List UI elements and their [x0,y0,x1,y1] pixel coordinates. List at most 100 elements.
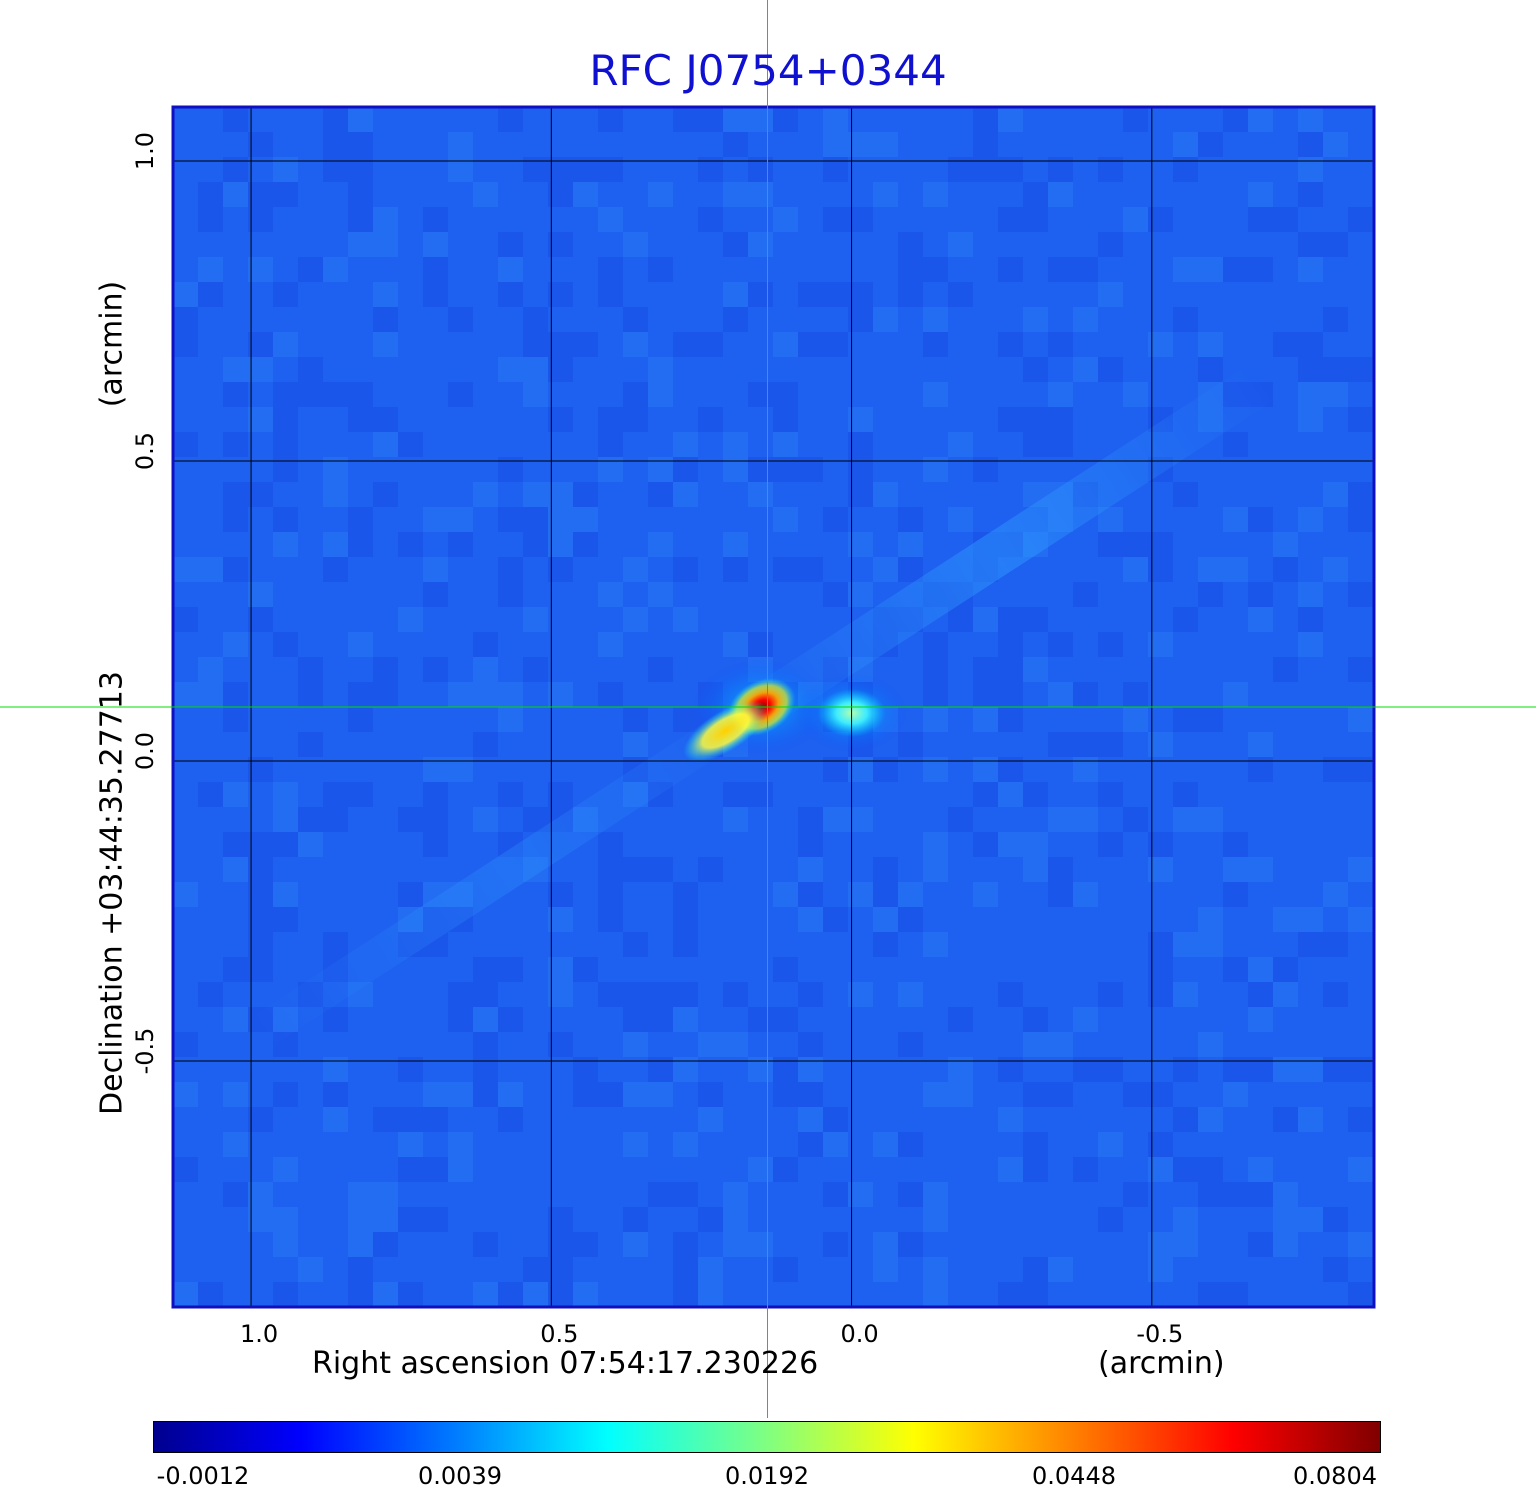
noise-cell [273,407,298,432]
noise-cell [998,107,1023,132]
noise-cell [673,107,698,132]
noise-cell [823,582,848,607]
noise-cell [498,707,523,732]
noise-cell [598,257,623,282]
noise-cell [1348,482,1373,507]
noise-cell [848,307,873,332]
noise-cell [898,232,923,257]
noise-cell [598,432,623,457]
noise-cell [923,932,948,957]
noise-cell [773,957,798,982]
noise-cell [498,957,523,982]
noise-cell [698,332,723,357]
noise-cell [1273,657,1298,682]
noise-cell [173,332,198,357]
noise-cell [873,557,898,582]
noise-cell [273,182,298,207]
noise-cell [1073,1157,1098,1182]
noise-cell [298,257,323,282]
noise-cell [1098,232,1123,257]
noise-cell [398,882,423,907]
noise-cell [1098,782,1123,807]
noise-cell [748,382,773,407]
noise-cell [348,407,373,432]
noise-cell [198,557,223,582]
noise-cell [1048,257,1073,282]
noise-cell [1023,182,1048,207]
noise-cell [423,1207,448,1232]
noise-cell [673,332,698,357]
noise-cell [898,732,923,757]
noise-cell [798,832,823,857]
noise-cell [598,1082,623,1107]
chart-title: RFC J0754+0344 [589,46,947,95]
noise-cell [548,482,573,507]
noise-cell [173,1282,198,1307]
noise-cell [548,1207,573,1232]
noise-cell [848,532,873,557]
noise-cell [623,1032,648,1057]
noise-cell [1298,932,1323,957]
noise-cell [723,432,748,457]
noise-cell [823,282,848,307]
noise-cell [298,807,323,832]
noise-cell [1273,957,1298,982]
noise-cell [423,782,448,807]
noise-cell [523,507,548,532]
noise-cell [1223,507,1248,532]
noise-cell [823,332,848,357]
noise-cell [1298,232,1323,257]
noise-cell [648,382,673,407]
x-tick-label: 1.0 [239,1320,279,1348]
noise-cell [273,882,298,907]
noise-cell [1348,657,1373,682]
noise-cell [1048,1257,1073,1282]
noise-cell [498,357,523,382]
noise-cell [698,1282,723,1307]
noise-cell [623,732,648,757]
noise-cell [248,207,273,232]
noise-cell [1023,782,1048,807]
noise-cell [1048,1082,1073,1107]
noise-cell [523,532,548,557]
noise-cell [498,582,523,607]
noise-cell [1223,882,1248,907]
noise-cell [323,557,348,582]
noise-cell [973,882,998,907]
noise-cell [1298,607,1323,632]
noise-cell [1348,357,1373,382]
noise-cell [773,207,798,232]
noise-cell [898,982,923,1007]
noise-cell [448,132,473,157]
noise-cell [823,1132,848,1157]
noise-cell [398,1132,423,1157]
noise-cell [348,1182,373,1207]
noise-cell [423,1157,448,1182]
noise-cell [523,1257,548,1282]
noise-cell [1098,532,1123,557]
noise-cell [448,982,473,1007]
noise-cell [1023,1282,1048,1307]
noise-cell [398,1207,423,1232]
noise-cell [1098,732,1123,757]
noise-cell [998,1107,1023,1132]
noise-cell [1198,1182,1223,1207]
noise-cell [1198,1157,1223,1182]
noise-cell [1273,1207,1298,1232]
noise-cell [498,232,523,257]
noise-cell [1198,257,1223,282]
noise-cell [648,1182,673,1207]
noise-cell [423,582,448,607]
noise-cell [673,1257,698,1282]
noise-cell [1173,607,1198,632]
noise-cell [573,532,598,557]
noise-cell [798,807,823,832]
noise-cell [523,657,548,682]
noise-cell [473,1232,498,1257]
noise-cell [373,232,398,257]
noise-cell [898,1232,923,1257]
noise-cell [1098,632,1123,657]
noise-cell [923,1207,948,1232]
noise-cell [1048,882,1073,907]
noise-cell [1323,1207,1348,1232]
